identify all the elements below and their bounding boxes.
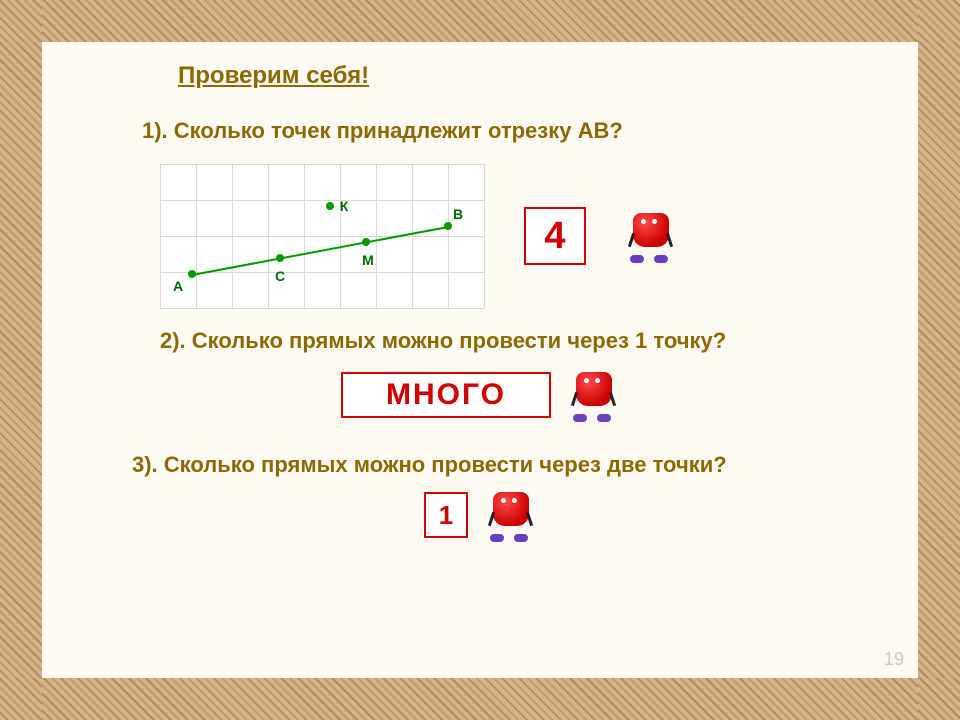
answer-3-box: 1 — [424, 492, 468, 538]
row-3: 1 — [70, 488, 890, 542]
row-2: МНОГО — [70, 368, 890, 422]
slide-title: Проверим себя! — [178, 62, 890, 90]
question-2: 2). Сколько прямых можно провести через … — [160, 328, 890, 354]
slide-content: Проверим себя! 1). Сколько точек принадл… — [42, 42, 918, 678]
mascot-icon — [486, 488, 536, 542]
question-1: 1). Сколько точек принадлежит отрезку АВ… — [142, 118, 890, 144]
mascot-icon — [569, 368, 619, 422]
question-3: 3). Сколько прямых можно провести через … — [132, 452, 890, 478]
segment-chart: АВСМК — [160, 164, 484, 308]
slide-number: 19 — [884, 649, 904, 670]
answer-1-box: 4 — [524, 207, 586, 265]
answer-2-box: МНОГО — [341, 372, 551, 418]
row-1: АВСМК 4 — [160, 164, 890, 308]
mascot-icon — [626, 209, 676, 263]
